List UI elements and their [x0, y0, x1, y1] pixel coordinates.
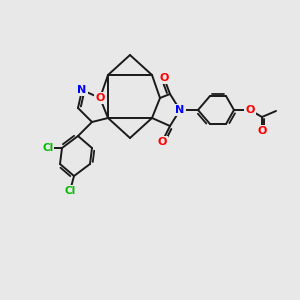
Text: O: O	[257, 126, 267, 136]
Text: O: O	[157, 137, 167, 147]
Text: N: N	[77, 85, 87, 95]
Text: O: O	[245, 105, 255, 115]
Text: N: N	[176, 105, 184, 115]
Text: Cl: Cl	[64, 186, 76, 196]
Text: Cl: Cl	[42, 143, 54, 153]
Text: O: O	[159, 73, 169, 83]
Text: O: O	[95, 93, 105, 103]
